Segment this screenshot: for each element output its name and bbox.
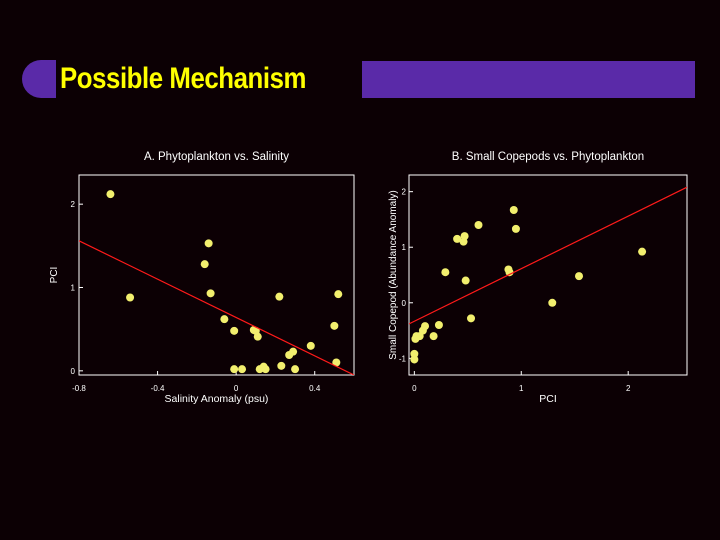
chart-a-x-tick-label: 0 [234, 384, 239, 393]
chart-b-data-point [410, 355, 419, 364]
chart-b-points [410, 206, 647, 364]
chart-a-points [106, 190, 343, 374]
chart-a-data-point [332, 358, 341, 367]
chart-a-data-point [275, 292, 284, 301]
chart-b-data-point [434, 321, 443, 329]
chart-b: B. Small Copepods vs. Phytoplankton 0 1 2 -1… [388, 151, 688, 405]
chart-b-fit-line [409, 186, 687, 325]
chart-a-data-point [204, 239, 213, 248]
title-bar: Possible Mechanism [22, 60, 695, 98]
chart-b-y-tick-label: -1 [399, 354, 407, 363]
chart-a-data-point [330, 321, 339, 330]
chart-a-title: A. Phytoplankton vs. Salinity [144, 151, 289, 163]
slide-title: Possible Mechanism [60, 62, 307, 95]
chart-b-plot-frame [408, 174, 688, 376]
chart-b-data-point [511, 224, 520, 233]
chart-b-data-point [509, 206, 518, 214]
chart-a-data-point [253, 332, 262, 341]
chart-a-plot-frame [78, 174, 355, 376]
chart-a-y-tick-label: 0 [71, 367, 76, 376]
chart-a: A. Phytoplankton vs. Salinity -0.8 -0.4 0 0.… [49, 151, 355, 405]
chart-b-data-point [453, 234, 462, 243]
chart-a-x-axis-label: Salinity Anomaly (psu) [165, 393, 269, 405]
chart-a-data-point [126, 293, 135, 302]
chart-b-y-tick-label: 0 [402, 299, 407, 308]
chart-b-data-point [461, 276, 470, 285]
chart-b-x-axis-label: PCI [539, 393, 557, 405]
chart-a-x-tick-label: 0.4 [309, 384, 321, 393]
chart-b-data-point [421, 322, 430, 331]
chart-a-data-point [238, 365, 247, 374]
chart-b-data-point [638, 247, 647, 256]
chart-a-x-tick-label: -0.8 [72, 384, 86, 393]
chart-a-data-point [334, 290, 343, 299]
chart-b-data-point [575, 272, 584, 281]
chart-a-data-point [261, 365, 270, 374]
chart-b-y-tick-label: 1 [402, 243, 407, 252]
chart-b-data-point [429, 332, 438, 341]
chart-a-data-point [230, 326, 239, 335]
chart-b-data-point [410, 349, 419, 358]
chart-a-x-tick-label: -0.4 [151, 384, 165, 393]
chart-b-data-point [467, 314, 476, 323]
chart-a-fit-line [79, 240, 354, 375]
chart-b-data-point [441, 268, 450, 277]
chart-a-data-point [206, 289, 215, 298]
chart-b-data-point [548, 298, 557, 307]
title-bar-band [362, 61, 695, 98]
chart-b-data-point [474, 221, 483, 229]
chart-a-data-point [291, 365, 300, 374]
chart-a-data-point [200, 260, 209, 269]
chart-a-data-point [106, 190, 115, 199]
chart-b-x-tick-label: 1 [519, 384, 524, 393]
chart-b-x-tick-label: 0 [412, 384, 417, 393]
chart-b-data-point [460, 232, 469, 241]
chart-a-data-point [306, 341, 315, 350]
chart-b-y-axis-label: Small Copepod (Abundance Anomaly) [388, 190, 399, 360]
chart-b-title: B. Small Copepods vs. Phytoplankton [452, 151, 644, 163]
chart-b-x-tick-label: 2 [626, 384, 631, 393]
chart-b-data-point [505, 268, 514, 277]
chart-a-y-tick-label: 2 [71, 200, 76, 209]
chart-b-y-tick-label: 2 [402, 188, 407, 197]
chart-a-data-point [220, 315, 229, 324]
chart-a-y-axis-label: PCI [49, 267, 60, 284]
chart-a-data-point [289, 347, 298, 356]
chart-a-y-tick-label: 1 [71, 284, 76, 293]
title-bar-pill [22, 60, 56, 98]
chart-a-data-point [230, 365, 239, 374]
chart-a-data-point [277, 361, 286, 370]
